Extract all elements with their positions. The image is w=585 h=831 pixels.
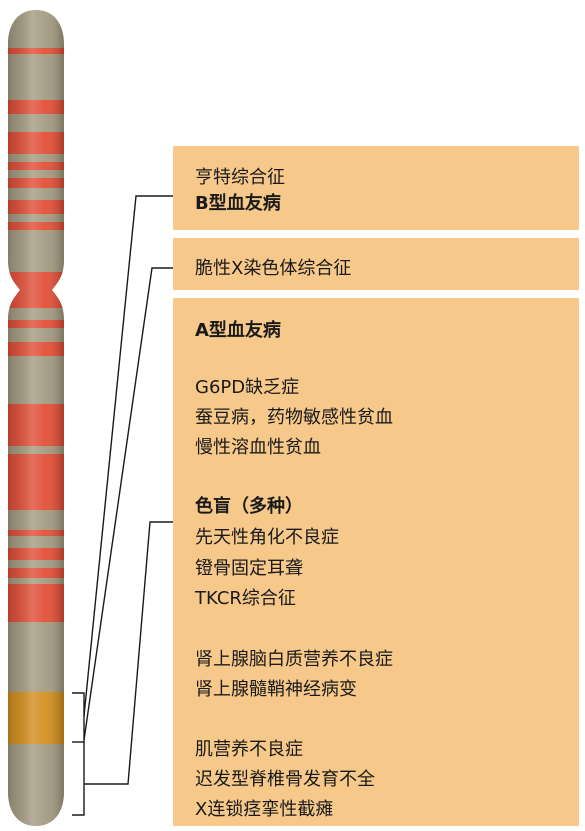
connector-bottom [84,521,173,785]
disease-hunter-syndrome: 亨特综合征 [195,167,285,188]
disease-favism: 蚕豆病，药物敏感性贫血 [195,407,393,428]
disease-x-linked-spastic-paraplegia: X连锁痉挛性截瘫 [195,799,334,820]
bracket [72,692,85,816]
panel-middle [173,238,579,290]
chromosome-shading [8,10,64,826]
disease-g6pd: G6PD缺乏症 [195,377,300,398]
disease-hemophilia-b: B型血友病 [195,193,281,214]
panel-top [173,146,579,230]
disease-stapes-fixation-deafness: 镫骨固定耳聋 [195,558,303,579]
disease-muscular-dystrophy: 肌营养不良症 [195,739,303,760]
connector-middle [83,267,173,741]
connector-top [83,195,173,717]
disease-adrenoleukodystrophy: 肾上腺脑白质营养不良症 [195,649,393,670]
disease-color-blindness: 色盲（多种） [195,496,303,517]
disease-spondyloepiphyseal-dysplasia-tarda: 迟发型脊椎骨发育不全 [195,769,375,790]
disease-tkcr-syndrome: TKCR综合征 [195,588,296,609]
disease-hemophilia-a: A型血友病 [195,320,281,341]
panel-bottom [173,298,579,826]
disease-dyskeratosis-congenita: 先天性角化不良症 [195,527,339,548]
disease-adrenomyeloneuropathy: 肾上腺髓鞘神经病变 [195,679,357,700]
disease-chronic-hemolytic-anemia: 慢性溶血性贫血 [195,437,321,458]
connector-lines [72,195,173,816]
disease-fragile-x: 脆性X染色体综合征 [195,258,352,279]
chromosome-body [8,10,64,826]
